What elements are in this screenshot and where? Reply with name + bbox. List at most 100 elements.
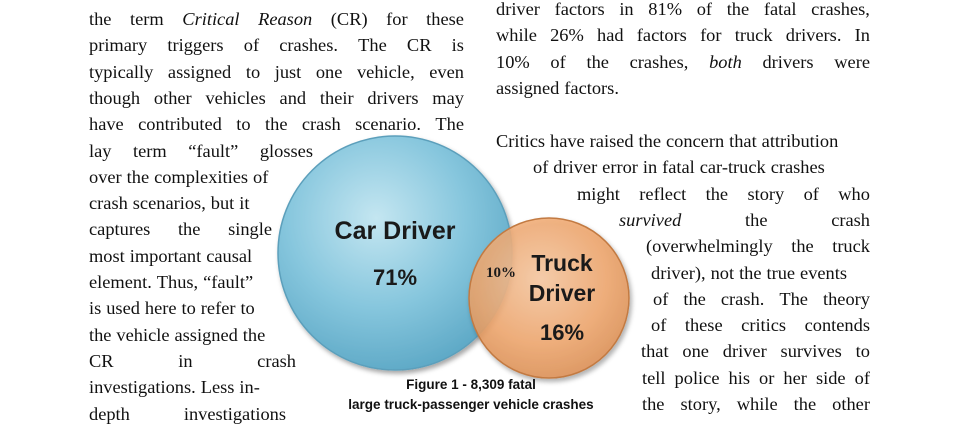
truck-driver-label-line2: Driver (528, 280, 596, 306)
word: might (577, 183, 620, 204)
figure-caption-line1: Figure 1 - 8,309 fatal (406, 377, 536, 392)
word: the (126, 166, 150, 187)
word: important (129, 245, 202, 266)
word: tell (642, 367, 666, 388)
word: the (793, 394, 817, 414)
right-column-top-line: 10% of the crashes, both drivers were (496, 49, 870, 75)
word: for (700, 25, 722, 46)
word: crash (257, 350, 296, 371)
right-column-bottom-line: Critics have raised the concern that attributi… (496, 128, 870, 154)
overlap-percent: 10% (486, 265, 516, 281)
word: error (602, 157, 638, 178)
word: car-truck (699, 157, 766, 178)
word: driver (553, 157, 598, 178)
word: theory (822, 288, 870, 309)
left-column-line: investigations. Less in- (89, 374, 286, 400)
word: have (89, 114, 124, 135)
word: though (89, 87, 141, 108)
word: it (239, 193, 250, 214)
word: to (855, 341, 870, 362)
word: element. (89, 272, 152, 292)
word: to (245, 61, 261, 82)
word: in (642, 157, 658, 178)
word: (CR) (330, 9, 368, 29)
left-column-line: captures the single (89, 216, 272, 242)
word: other (832, 394, 870, 414)
word: “fault” (203, 272, 254, 292)
word: scenario. (355, 114, 421, 135)
word: crashes, (811, 0, 870, 19)
word: raised (589, 131, 634, 151)
left-column-line: lay term “fault” glosses (89, 138, 313, 164)
word: their (319, 87, 354, 108)
left-column-line: over the complexities of (89, 164, 290, 190)
word: CR (406, 35, 432, 56)
word: investigations. (89, 377, 196, 398)
word: fatal (763, 0, 797, 19)
word: here (144, 298, 177, 319)
word: the (791, 236, 814, 257)
word: were (834, 51, 870, 72)
word: Less (200, 377, 235, 398)
word: the (642, 394, 665, 414)
word: contends (804, 315, 870, 336)
word: one (682, 341, 709, 362)
word: reflect (639, 183, 687, 204)
word: 26% (550, 25, 584, 46)
right-column-bottom-line: of the crash. The theory (653, 286, 870, 312)
word: driver (496, 0, 540, 19)
word: driver), (651, 262, 706, 283)
word: but (210, 193, 235, 214)
word: assigned (167, 61, 232, 82)
right-column-bottom-line: (overwhelmingly the truck (646, 233, 870, 259)
word: police (674, 367, 720, 388)
word: of (653, 288, 669, 309)
word: primary (89, 35, 148, 56)
word: of (854, 367, 870, 388)
word: survived (619, 209, 682, 230)
word: The (435, 114, 464, 135)
word: the (638, 131, 662, 151)
word: to (181, 298, 196, 319)
word: crashes, (629, 51, 689, 72)
word: story, (680, 394, 721, 414)
word: crashes. (279, 35, 338, 56)
word: term (130, 9, 164, 29)
left-column-line: CR in crash (89, 348, 296, 374)
word: not (710, 262, 735, 283)
right-column-top-line: assigned factors. (496, 75, 636, 101)
word: of (651, 315, 667, 336)
left-column-line: element. Thus, “fault” (89, 269, 272, 295)
word: the (683, 288, 706, 309)
word: who (838, 183, 870, 204)
word: attribution (761, 131, 839, 151)
word: crash (301, 114, 341, 135)
word: CR (89, 350, 114, 371)
figure-caption-line2: large truck-passenger vehicle crashes (348, 397, 594, 412)
word: factors (636, 25, 687, 46)
car-driver-circle (277, 135, 513, 371)
word: assigned (496, 77, 560, 98)
word: triggers (167, 35, 224, 56)
word: fatal (662, 157, 695, 178)
word: crash (831, 209, 870, 230)
word: scenarios, (132, 193, 206, 214)
word: over (89, 166, 122, 187)
word: the (745, 209, 768, 230)
word: vehicle, (356, 61, 415, 82)
word: these (684, 315, 723, 336)
word: drivers (367, 87, 419, 108)
word: Critics (496, 131, 546, 151)
right-column-bottom-line: of these critics contends (651, 312, 870, 338)
word: The (779, 288, 808, 309)
left-column-line: crash scenarios, but it (89, 190, 274, 216)
word: of (803, 183, 819, 204)
word: to (236, 114, 251, 135)
word: while (736, 394, 778, 414)
word: that (729, 131, 757, 151)
word: depth (89, 403, 130, 424)
word: and (279, 87, 307, 108)
word: crash (89, 193, 128, 214)
word: the (265, 114, 288, 135)
word: refer (200, 298, 236, 319)
